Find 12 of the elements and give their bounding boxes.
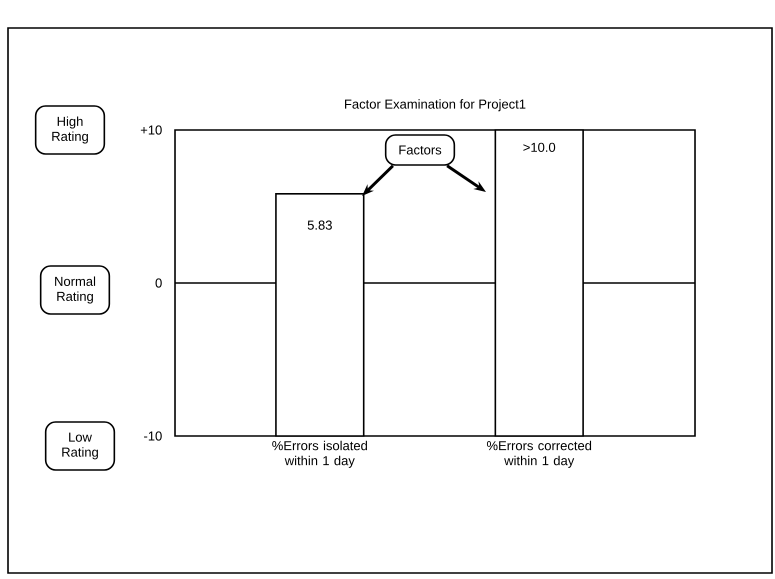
x-tick-label: %Errors corrected within 1 day [486,440,592,468]
text: Normal Rating [55,276,96,304]
y-tick-label: 0 [156,278,162,288]
data-label: 5.83 [308,220,332,230]
annotation: Factors [399,145,442,155]
x-tick-label: %Errors isolated within 1 day [272,440,368,468]
data-label: >10.0 [523,142,556,152]
chart-title: Factor Examination for Project1 [345,99,526,112]
text: High Rating [52,116,88,144]
text: Low Rating [62,432,98,460]
y-tick-label: +10 [140,125,162,135]
y-tick-label: -10 [144,431,162,441]
